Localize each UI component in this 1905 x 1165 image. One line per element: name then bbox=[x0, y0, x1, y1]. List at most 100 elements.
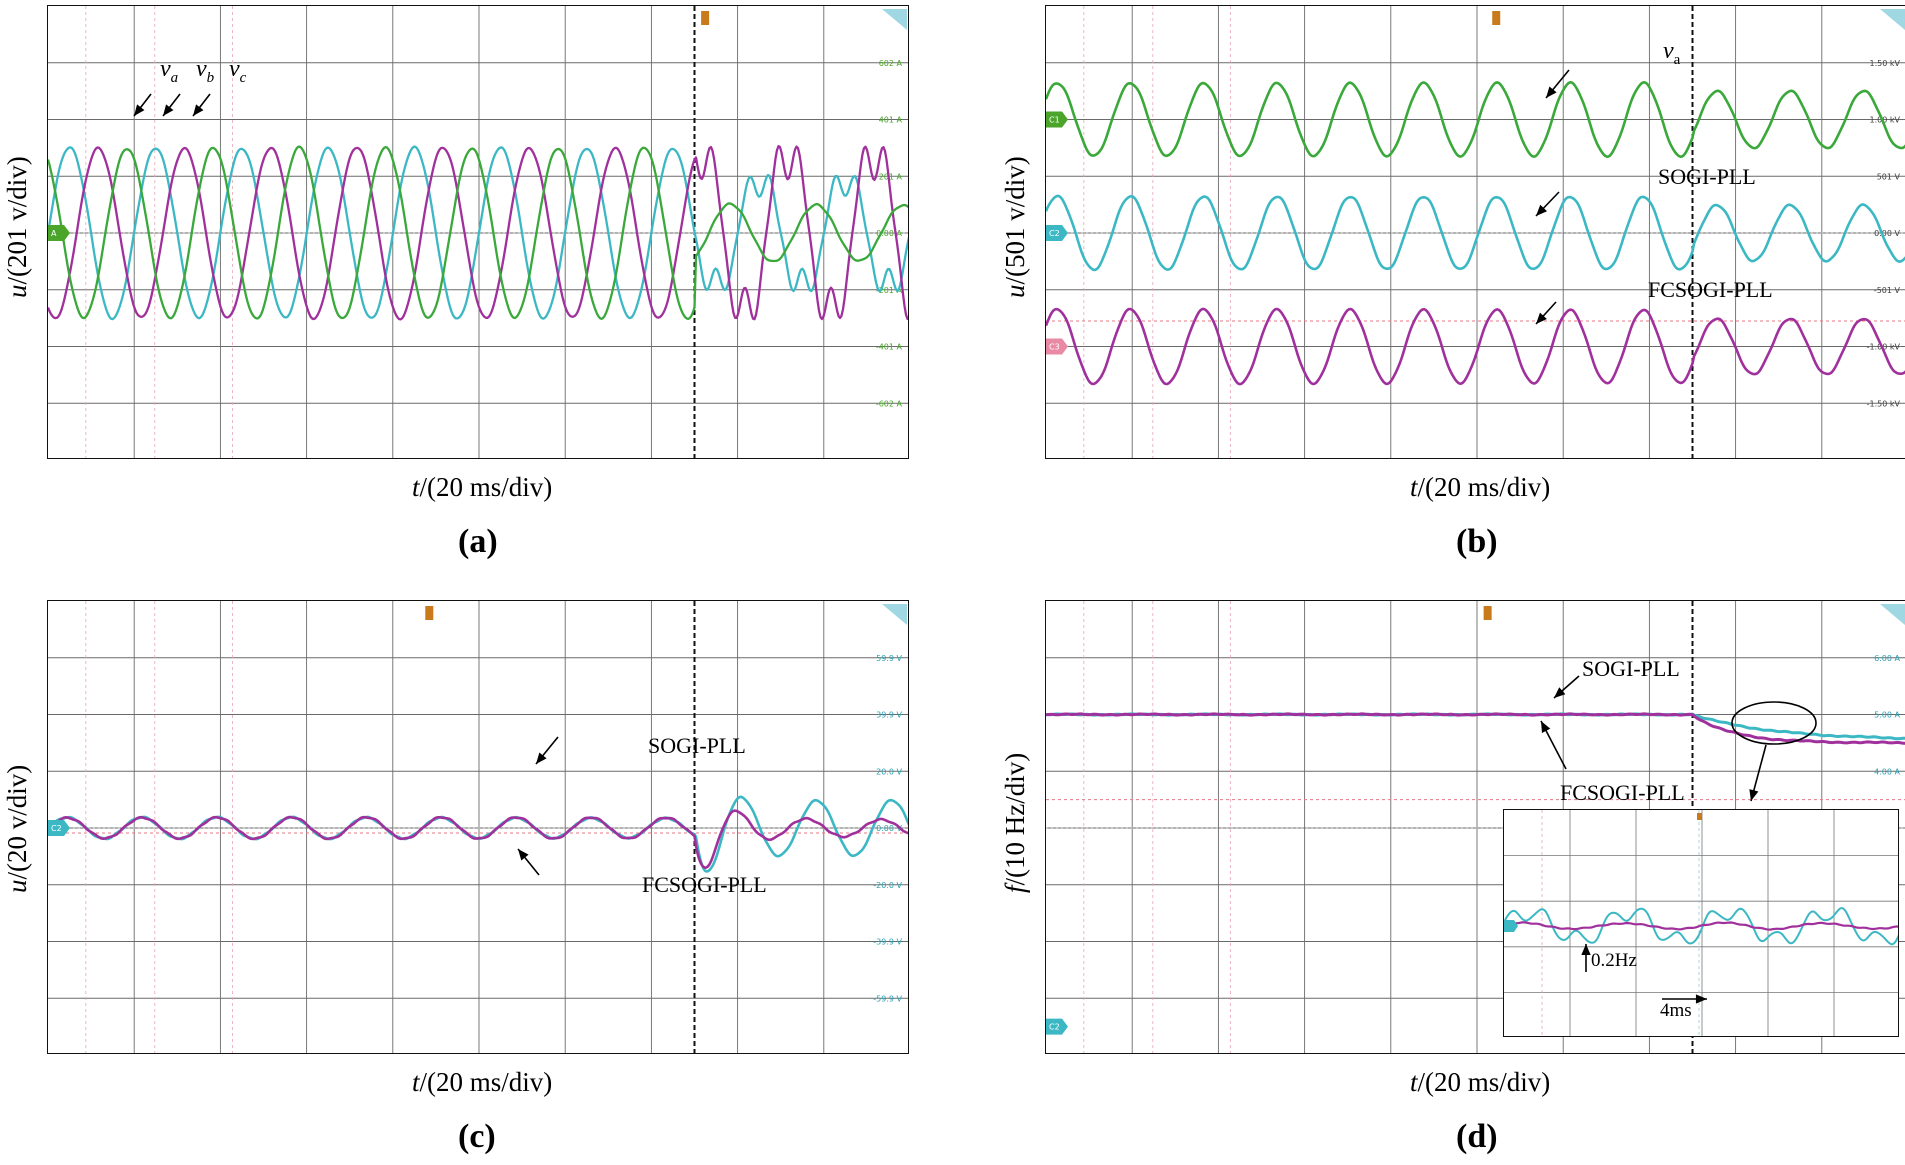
corner-icon-a bbox=[882, 9, 907, 30]
tick-label-c-1: 39.9 V bbox=[876, 711, 902, 720]
channel-marker-b-0 bbox=[1046, 111, 1068, 128]
label-d-sogi: SOGI-PLL bbox=[1582, 656, 1680, 681]
waveform-svg-b: 1.50 kV 1.00 kV 501 V 0.00 V -501 V -1.00 kV -… bbox=[1046, 6, 1905, 458]
trigger-marker-d bbox=[1483, 606, 1492, 620]
tick-label-b-4: -501 V bbox=[1874, 286, 1901, 295]
series-line-vc bbox=[48, 145, 908, 320]
inset-trigger bbox=[1697, 813, 1702, 820]
inset-channel-marker bbox=[1504, 920, 1518, 932]
tick-label-b-5: -1.00 kV bbox=[1867, 343, 1901, 352]
tick-label-b-1: 1.00 kV bbox=[1870, 116, 1901, 125]
corner-icon-d bbox=[1880, 604, 1905, 625]
waveform-svg-a: 602 A 401 A 201 A 0.00 A -201 A -401 A -602 A A bbox=[48, 6, 908, 458]
y-axis-label-d: f/(10 Hz/div) bbox=[1000, 752, 1030, 893]
tick-label-d-0: 6.00 A bbox=[1874, 654, 1900, 663]
tick-label-b-3: 0.00 V bbox=[1874, 229, 1900, 238]
channel-marker-c bbox=[48, 820, 70, 836]
tick-label-b-0: 1.50 kV bbox=[1870, 59, 1901, 68]
label-c-sogi: SOGI-PLL bbox=[648, 733, 746, 758]
inset-series-sogi bbox=[1504, 906, 1898, 946]
annotation-arrowhead-b-sogi bbox=[1536, 204, 1548, 216]
annotation-arrowhead-a-va bbox=[134, 104, 145, 116]
label-d-fcsogi: FCSOGI-PLL bbox=[1560, 780, 1685, 805]
caption-b: (b) bbox=[1456, 523, 1498, 560]
tick-label-c-2: 20.0 V bbox=[876, 767, 902, 776]
tick-label-a-5: -401 A bbox=[876, 343, 903, 352]
scope-screen-c: 59.9 V 39.9 V 20.0 V 0.00 V -20.0 V -39.9 V -5… bbox=[47, 600, 909, 1054]
tick-label-a-3: 0.00 A bbox=[876, 229, 902, 238]
series-line-va bbox=[48, 145, 908, 321]
zoom-inset-svg bbox=[1504, 810, 1898, 1036]
tick-label-a-4: -201 A bbox=[876, 286, 903, 295]
label-c-fcsogi: FCSOGI-PLL bbox=[642, 872, 767, 897]
annotation-arrowhead-a-vb bbox=[163, 104, 174, 116]
waveform-svg-c: 59.9 V 39.9 V 20.0 V 0.00 V -20.0 V -39.9 V -5… bbox=[48, 601, 908, 1053]
trigger-marker-b bbox=[1492, 11, 1501, 25]
channel-marker-label-b-1: C2 bbox=[1049, 229, 1060, 238]
label-b-va: va bbox=[1663, 38, 1681, 68]
series-line-b-0 bbox=[1046, 81, 1905, 158]
channel-marker-label-d: C2 bbox=[1049, 1023, 1060, 1032]
tick-label-b-6: -1.50 kV bbox=[1867, 399, 1901, 408]
annotation-arrowhead-d-fcsogi bbox=[1541, 721, 1551, 733]
tick-label-c-3: 0.00 V bbox=[876, 824, 902, 833]
channel-marker-label-b-2: C3 bbox=[1049, 343, 1060, 352]
annotation-arrowhead-inset-0p2hz bbox=[1581, 944, 1591, 956]
channel-marker-b-1 bbox=[1046, 225, 1068, 241]
x-axis-label-b: t/(20 ms/div) bbox=[1410, 472, 1551, 502]
tick-label-a-6: -602 A bbox=[876, 399, 903, 408]
series-line-b-1 bbox=[1046, 194, 1905, 272]
label-d-inset-1: 4ms bbox=[1660, 1000, 1692, 1021]
corner-icon-c bbox=[882, 604, 907, 625]
tick-label-c-6: -59.9 V bbox=[873, 994, 902, 1003]
channel-marker-a bbox=[48, 225, 70, 241]
tick-label-b-2: 501 V bbox=[1877, 172, 1901, 181]
series-line-b-2 bbox=[1046, 307, 1905, 386]
label-b-sogi: SOGI-PLL bbox=[1658, 164, 1756, 189]
annotation-arrowhead-inset-4ms bbox=[1695, 994, 1707, 1004]
x-axis-label-d: t/(20 ms/div) bbox=[1410, 1067, 1551, 1097]
annotation-arrowhead-d-sogi bbox=[1554, 687, 1566, 698]
trigger-marker-c bbox=[425, 606, 434, 620]
tick-label-a-0: 602 A bbox=[879, 59, 903, 68]
channel-marker-label-c: C2 bbox=[51, 824, 62, 833]
label-b-fcsogi: FCSOGI-PLL bbox=[1648, 277, 1773, 302]
caption-a: (a) bbox=[458, 523, 498, 560]
tick-label-d-1: 5.00 A bbox=[1874, 711, 1900, 720]
series-line-d-0 bbox=[1046, 712, 1905, 741]
y-axis-label-c: u/(20 v/div) bbox=[2, 764, 32, 893]
series-line-vb bbox=[48, 144, 908, 321]
caption-d: (d) bbox=[1456, 1118, 1498, 1155]
zoom-inset-d bbox=[1503, 809, 1899, 1037]
annotation-arrowhead-c-fcsogi bbox=[518, 849, 529, 861]
scope-screen-a: 602 A 401 A 201 A 0.00 A -201 A -401 A -602 A A bbox=[47, 5, 909, 459]
annotation-arrowhead-b-va bbox=[1546, 86, 1557, 98]
caption-c: (c) bbox=[458, 1118, 496, 1155]
channel-marker-d bbox=[1046, 1018, 1068, 1035]
channel-marker-label-b-0: C1 bbox=[1049, 116, 1060, 125]
tick-label-a-2: 201 A bbox=[879, 172, 903, 181]
channel-marker-b-2 bbox=[1046, 338, 1068, 355]
trigger-marker-a bbox=[701, 11, 710, 25]
annotation-arrowhead-d-zoom bbox=[1749, 789, 1759, 801]
x-axis-label-a: t/(20 ms/div) bbox=[412, 472, 553, 502]
tick-label-a-1: 401 A bbox=[879, 116, 903, 125]
annotation-arrowhead-b-fcsogi bbox=[1536, 312, 1547, 324]
tick-label-c-4: -20.0 V bbox=[873, 881, 902, 890]
y-axis-label-b: u/(501 v/div) bbox=[1000, 156, 1030, 298]
series-line-c-1 bbox=[48, 809, 908, 869]
annotation-arrowhead-c-sogi bbox=[536, 752, 547, 764]
channel-marker-label-a: A bbox=[51, 229, 57, 238]
tick-label-c-0: 59.9 V bbox=[876, 654, 902, 663]
annotation-arrowhead-a-vc bbox=[193, 104, 204, 116]
label-vb: vb bbox=[196, 56, 215, 86]
label-vc: vc bbox=[229, 56, 247, 86]
label-va: va bbox=[160, 56, 179, 86]
label-d-inset-0: 0.2Hz bbox=[1591, 950, 1637, 971]
tick-label-d-2: 4.00 A bbox=[1874, 767, 1900, 776]
tick-label-c-5: -39.9 V bbox=[873, 938, 902, 947]
series-line-d-1 bbox=[1046, 712, 1905, 745]
y-axis-label-a: u/(201 v/div) bbox=[2, 156, 32, 298]
zoom-ellipse bbox=[1731, 701, 1817, 745]
corner-icon-b bbox=[1880, 9, 1905, 30]
